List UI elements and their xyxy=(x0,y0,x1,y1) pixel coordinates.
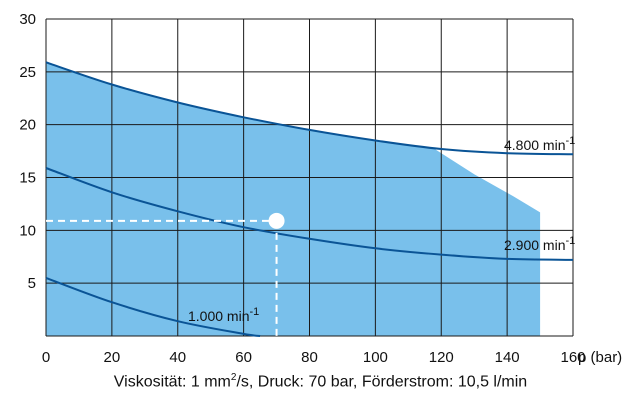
y-ticks: 5 10 15 20 25 30 xyxy=(19,11,36,292)
x-tick-label: 80 xyxy=(301,349,318,366)
curve-2 xyxy=(45,167,574,261)
curve-label-sup: -1 xyxy=(565,235,575,247)
x-tick-label: 160 xyxy=(560,349,585,366)
curve-label-3: 1.000 min-1 xyxy=(188,306,259,324)
curve-label-text: 4.800 min xyxy=(504,137,565,153)
x-tick-label: 40 xyxy=(169,349,186,366)
operating-point-marker xyxy=(268,212,285,229)
curve-label-sup: -1 xyxy=(565,135,575,147)
curve-label-text: 1.000 min xyxy=(188,308,249,324)
x-tick-label: 20 xyxy=(104,349,121,366)
curve-label-1: 4.800 min-1 xyxy=(504,135,575,153)
curve-label-sup: -1 xyxy=(249,306,259,318)
y-tick-label: 5 xyxy=(28,275,36,292)
curve-labels: 4.800 min-12.900 min-11.000 min-1 xyxy=(188,135,575,324)
y-tick-label: 10 xyxy=(19,222,36,239)
curves xyxy=(45,61,574,337)
y-tick-label: 30 xyxy=(19,11,36,28)
x-tick-label: 120 xyxy=(429,349,454,366)
y-tick-label: 25 xyxy=(19,64,36,81)
x-ticks: 0 20 40 60 80 100 120 140 160 xyxy=(42,349,586,366)
caption-suffix: /s, Druck: 70 bar, Förderstrom: 10,5 l/m… xyxy=(236,373,528,391)
caption-sup: 2 xyxy=(230,372,237,383)
operating-range-area xyxy=(46,62,541,337)
curve-label-text: 2.900 min xyxy=(504,237,565,253)
chart-caption: Viskosität: 1 mm2/s, Druck: 70 bar, Förd… xyxy=(0,372,641,391)
operating-range-fill xyxy=(46,62,541,337)
x-tick-label: 140 xyxy=(495,349,520,366)
x-tick-label: 100 xyxy=(363,349,388,366)
caption-prefix: Viskosität: 1 mm xyxy=(113,373,231,391)
x-tick-label: 0 xyxy=(42,349,50,366)
curve-3 xyxy=(45,276,261,337)
curve-1 xyxy=(45,61,574,156)
y-tick-label: 20 xyxy=(19,117,36,134)
curve-label-2: 2.900 min-1 xyxy=(504,235,575,253)
x-axis-label: p (bar) xyxy=(578,349,622,366)
operating-point-group xyxy=(46,212,285,336)
x-tick-label: 60 xyxy=(235,349,252,366)
grid xyxy=(45,18,574,337)
y-tick-label: 15 xyxy=(19,170,36,187)
